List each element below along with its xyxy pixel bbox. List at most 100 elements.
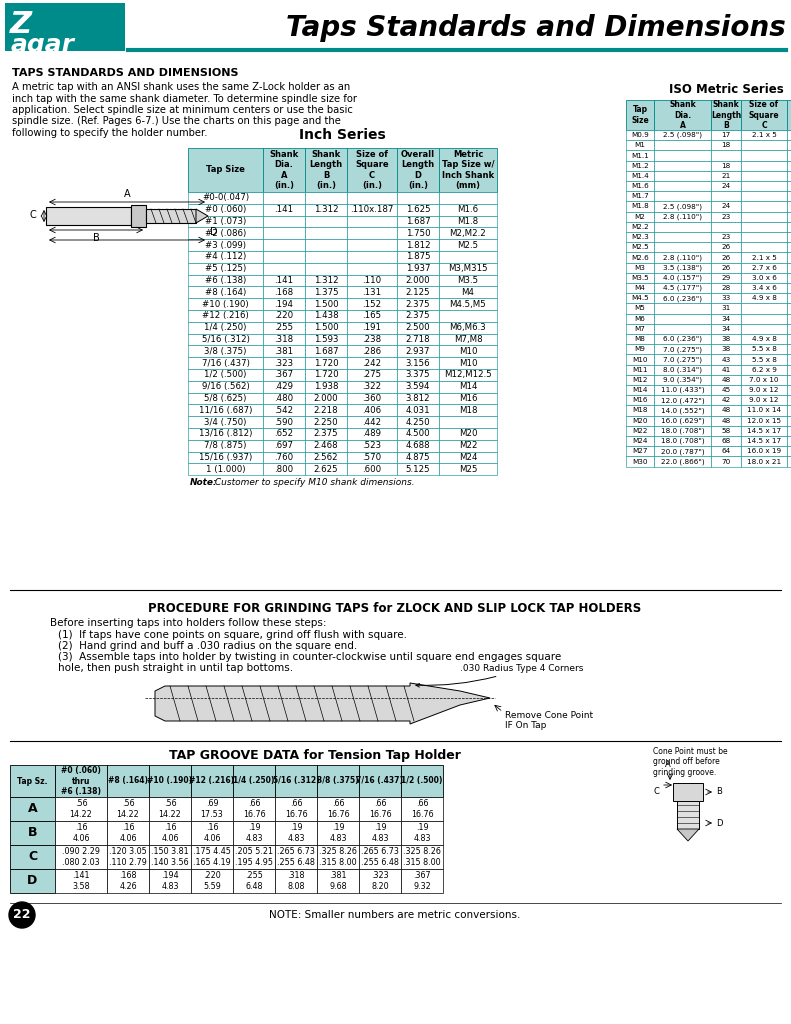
Text: 6.2 x 9: 6.2 x 9 [751,367,777,373]
Text: A: A [28,803,37,815]
Text: .367
9.32: .367 9.32 [413,871,431,891]
Text: #5 (.125): #5 (.125) [205,264,246,273]
Text: 3.4 x 6: 3.4 x 6 [751,285,777,291]
Bar [397,227,439,240]
Text: .652: .652 [274,429,293,438]
Bar [233,845,275,869]
Bar [188,322,263,334]
Text: Remove Cone Point
IF On Tap: Remove Cone Point IF On Tap [505,711,593,730]
Text: .56
14.22: .56 14.22 [159,800,181,819]
Text: 70: 70 [721,459,731,465]
Bar [263,251,305,263]
Bar [347,357,397,369]
Bar [626,293,654,303]
Text: #0-0(.047): #0-0(.047) [202,194,249,203]
Text: .205 5.21
.195 4.95: .205 5.21 .195 4.95 [235,847,273,866]
Text: Z: Z [10,10,32,39]
Text: M20: M20 [459,429,477,438]
Text: 14.0 (.552"): 14.0 (.552") [660,408,704,414]
Text: M16: M16 [459,394,477,403]
Bar [263,298,305,310]
Bar [626,457,654,467]
Text: .322: .322 [362,382,381,391]
Bar [397,251,439,263]
Text: M18: M18 [459,406,477,415]
Text: .318
8.08: .318 8.08 [287,871,305,891]
Text: 43: 43 [721,356,731,362]
Bar [711,232,741,243]
Bar [188,404,263,416]
Bar [626,283,654,293]
Text: agar: agar [11,33,75,57]
Text: 2.250: 2.250 [314,418,339,427]
Bar [626,344,654,354]
Text: .66
16.76: .66 16.76 [243,800,265,819]
Text: Note:: Note: [190,478,218,487]
Bar [305,369,347,381]
Text: .600: .600 [362,465,381,474]
Bar [787,446,791,457]
Text: M8: M8 [634,336,645,342]
Text: 64: 64 [721,449,731,455]
Text: .19
4.83: .19 4.83 [329,823,346,843]
Text: following to specify the holder number.: following to specify the holder number. [12,128,207,138]
Text: D: D [210,227,218,237]
Text: 48: 48 [721,408,731,414]
Bar [263,439,305,452]
Text: hole, then push straight in until tap bottoms.: hole, then push straight in until tap bo… [58,663,293,673]
Bar [711,191,741,202]
Text: 1/2 (.500): 1/2 (.500) [401,776,443,785]
Bar [263,345,305,357]
Bar [263,369,305,381]
Text: #10 (.190): #10 (.190) [147,776,192,785]
Bar [188,287,263,298]
Text: 12.0 x 15: 12.0 x 15 [747,418,781,424]
Bar [275,797,317,821]
Bar [347,369,397,381]
Text: A metric tap with an ANSI shank uses the same Z-Lock holder as an: A metric tap with an ANSI shank uses the… [12,82,350,92]
Text: M22: M22 [632,428,648,434]
Text: .242: .242 [362,358,381,368]
Text: 1.687: 1.687 [314,347,339,355]
Text: TAPS STANDARDS AND DIMENSIONS: TAPS STANDARDS AND DIMENSIONS [12,68,239,78]
Text: 18: 18 [721,142,731,148]
Bar [263,357,305,369]
Bar [741,354,787,365]
Bar [711,130,741,140]
Text: Shank
Length
B
(in.): Shank Length B (in.) [309,150,343,190]
Text: 1.593: 1.593 [314,335,339,344]
Bar [263,216,305,227]
Text: Tap Sz.: Tap Sz. [17,776,47,785]
Text: .141: .141 [274,276,293,285]
Bar [654,181,711,191]
Text: M27: M27 [632,449,648,455]
Bar [439,251,497,263]
Text: 13/16 (.812): 13/16 (.812) [199,429,252,438]
Bar [188,345,263,357]
Text: M22: M22 [459,441,477,451]
Text: .66
16.76: .66 16.76 [285,800,308,819]
Text: 1.938: 1.938 [314,382,339,391]
Text: .030 Radius Type 4 Corners: .030 Radius Type 4 Corners [416,664,584,687]
Bar [263,204,305,216]
Bar [149,765,191,797]
Bar [654,293,711,303]
Bar [347,404,397,416]
Text: 5.5 x 8: 5.5 x 8 [751,346,777,352]
Bar [626,191,654,202]
Text: .489: .489 [362,429,381,438]
Bar [397,428,439,439]
Bar [626,303,654,313]
Text: 1.312: 1.312 [314,276,339,285]
Bar [626,375,654,385]
Bar [626,222,654,232]
Text: M25: M25 [459,465,477,474]
Bar [741,130,787,140]
Text: Customer to specify M10 shank dimensions.: Customer to specify M10 shank dimensions… [212,478,414,487]
Bar [305,310,347,322]
Bar [188,439,263,452]
Bar [711,395,741,406]
Bar [439,148,497,193]
Bar [397,345,439,357]
Text: 11.0 (.433"): 11.0 (.433") [660,387,704,393]
